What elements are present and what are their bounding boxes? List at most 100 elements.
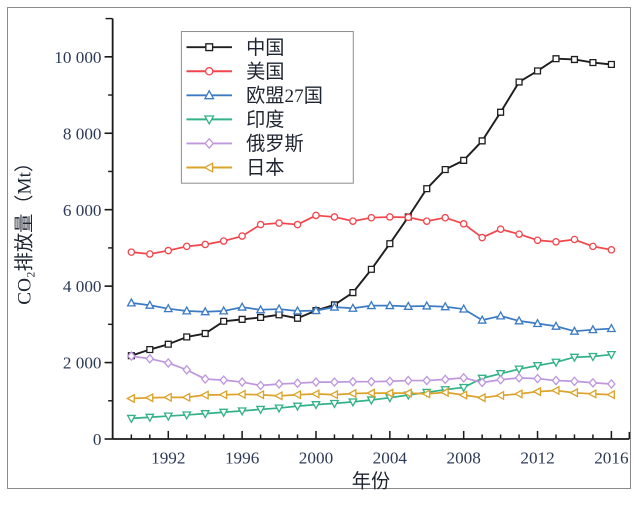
data-point-marker-triangle-down	[606, 350, 617, 360]
data-point-marker-diamond	[237, 377, 247, 388]
data-point-marker-diamond	[551, 375, 561, 386]
data-point-marker-square	[478, 137, 486, 145]
data-point-marker-square	[607, 60, 615, 69]
data-point-marker-diamond	[459, 372, 469, 383]
data-point-marker-circle	[204, 67, 214, 76]
legend-item-india: 印度	[186, 109, 285, 131]
data-point-marker-circle	[533, 236, 542, 245]
data-point-marker-diamond	[274, 378, 284, 390]
data-point-marker-triangle-up	[440, 301, 451, 311]
legend-item-japan: 日本	[186, 157, 285, 179]
data-point-marker-diamond	[145, 353, 155, 364]
legend-item-usa: 美国	[186, 61, 285, 83]
legend-label-china: 中国	[246, 37, 284, 59]
data-point-marker-circle	[349, 217, 357, 225]
legend-label-eu27: 欧盟27国	[246, 85, 323, 107]
data-point-marker-square	[220, 317, 228, 325]
data-point-marker-triangle-up	[366, 300, 377, 310]
series-russia	[126, 351, 616, 391]
data-point-marker-triangle-left	[218, 389, 228, 400]
data-point-marker-triangle-left	[236, 389, 246, 400]
data-point-marker-diamond	[422, 375, 432, 386]
data-point-marker-triangle-left	[587, 389, 597, 399]
data-point-marker-square	[497, 108, 505, 116]
data-point-marker-circle	[459, 220, 468, 228]
x-tick-label: 2016	[594, 448, 629, 467]
series-usa	[127, 211, 616, 258]
data-point-marker-triangle-down	[588, 352, 598, 362]
data-point-marker-circle	[146, 250, 154, 258]
y-tick-label: 4 000	[63, 277, 102, 296]
data-point-marker-triangle-left	[329, 389, 339, 400]
data-point-marker-square	[552, 55, 560, 63]
data-point-marker-triangle-up	[181, 305, 192, 315]
data-point-marker-triangle-left	[495, 390, 505, 401]
data-point-marker-triangle-up	[311, 305, 321, 315]
data-point-marker-circle	[164, 246, 173, 255]
data-point-marker-diamond	[182, 364, 192, 375]
axes: 0 2 000 4 000 6 000 8 000 10 000 1992 1996 2000 2…	[14, 17, 631, 493]
data-point-marker-square	[460, 156, 468, 164]
legend-label-india: 印度	[246, 109, 284, 131]
data-point-marker-square	[275, 311, 283, 319]
data-point-marker-triangle-up	[292, 305, 303, 315]
data-point-marker-triangle-up	[237, 301, 247, 311]
x-tick-label: 2012	[520, 448, 554, 467]
data-point-marker-square	[367, 265, 375, 273]
data-point-marker-triangle-left	[458, 390, 468, 400]
data-point-marker-square	[423, 185, 431, 193]
data-point-marker-triangle-down	[311, 401, 321, 410]
data-point-marker-triangle-down	[366, 396, 377, 406]
x-axis-title: 年份	[352, 471, 390, 493]
data-point-marker-square	[164, 340, 172, 348]
data-point-marker-triangle-up	[203, 89, 215, 100]
data-point-marker-circle	[182, 242, 191, 251]
data-point-marker-diamond	[606, 378, 616, 390]
data-point-marker-diamond	[311, 377, 321, 388]
data-point-marker-triangle-down	[218, 408, 229, 418]
data-point-marker-triangle-down	[126, 414, 137, 424]
data-point-marker-triangle-left	[255, 389, 265, 400]
data-point-marker-circle	[589, 242, 597, 251]
data-point-marker-triangle-left	[513, 389, 523, 399]
data-point-marker-triangle-down	[255, 405, 266, 415]
data-point-marker-diamond	[330, 377, 339, 388]
data-point-marker-triangle-up	[144, 299, 155, 309]
y-tick-label: 10 000	[54, 48, 101, 67]
data-point-marker-triangle-down	[181, 411, 192, 421]
data-point-marker-square	[238, 315, 246, 323]
data-point-marker-triangle-down	[274, 404, 284, 414]
series-india	[126, 350, 617, 424]
data-point-marker-triangle-left	[605, 389, 615, 400]
y-tick-label: 8 000	[63, 124, 102, 143]
data-point-marker-triangle-up	[421, 300, 432, 310]
data-point-marker-circle	[127, 248, 136, 256]
data-point-marker-triangle-up	[384, 300, 395, 310]
data-point-marker-diamond	[163, 357, 173, 368]
data-point-marker-triangle-up	[569, 325, 580, 335]
data-point-marker-triangle-down	[329, 399, 340, 409]
x-tick-label: 1996	[225, 448, 260, 467]
y-tick-label: 0	[93, 430, 102, 449]
series-china	[127, 55, 615, 360]
data-point-marker-circle	[256, 220, 265, 229]
data-point-marker-square	[183, 333, 191, 341]
data-point-marker-triangle-up	[255, 304, 266, 314]
data-point-marker-triangle-up	[218, 305, 229, 315]
co2-emissions-line-chart: 0 2 000 4 000 6 000 8 000 10 000 1992 1996 2000 2…	[14, 17, 631, 493]
data-point-marker-square	[589, 58, 597, 67]
data-point-marker-triangle-up	[495, 310, 506, 320]
data-point-marker-triangle-down	[144, 413, 155, 423]
data-point-marker-circle	[293, 220, 302, 229]
data-point-marker-triangle-left	[476, 392, 486, 403]
data-point-marker-triangle-up	[274, 303, 284, 313]
data-point-marker-circle	[515, 230, 523, 238]
data-point-marker-square	[515, 78, 523, 86]
data-point-marker-square	[293, 314, 302, 322]
data-point-marker-circle	[201, 240, 209, 249]
data-point-marker-diamond	[403, 375, 413, 386]
data-point-marker-circle	[367, 213, 376, 222]
data-point-marker-diamond	[533, 373, 542, 384]
data-point-marker-diamond	[385, 376, 395, 387]
